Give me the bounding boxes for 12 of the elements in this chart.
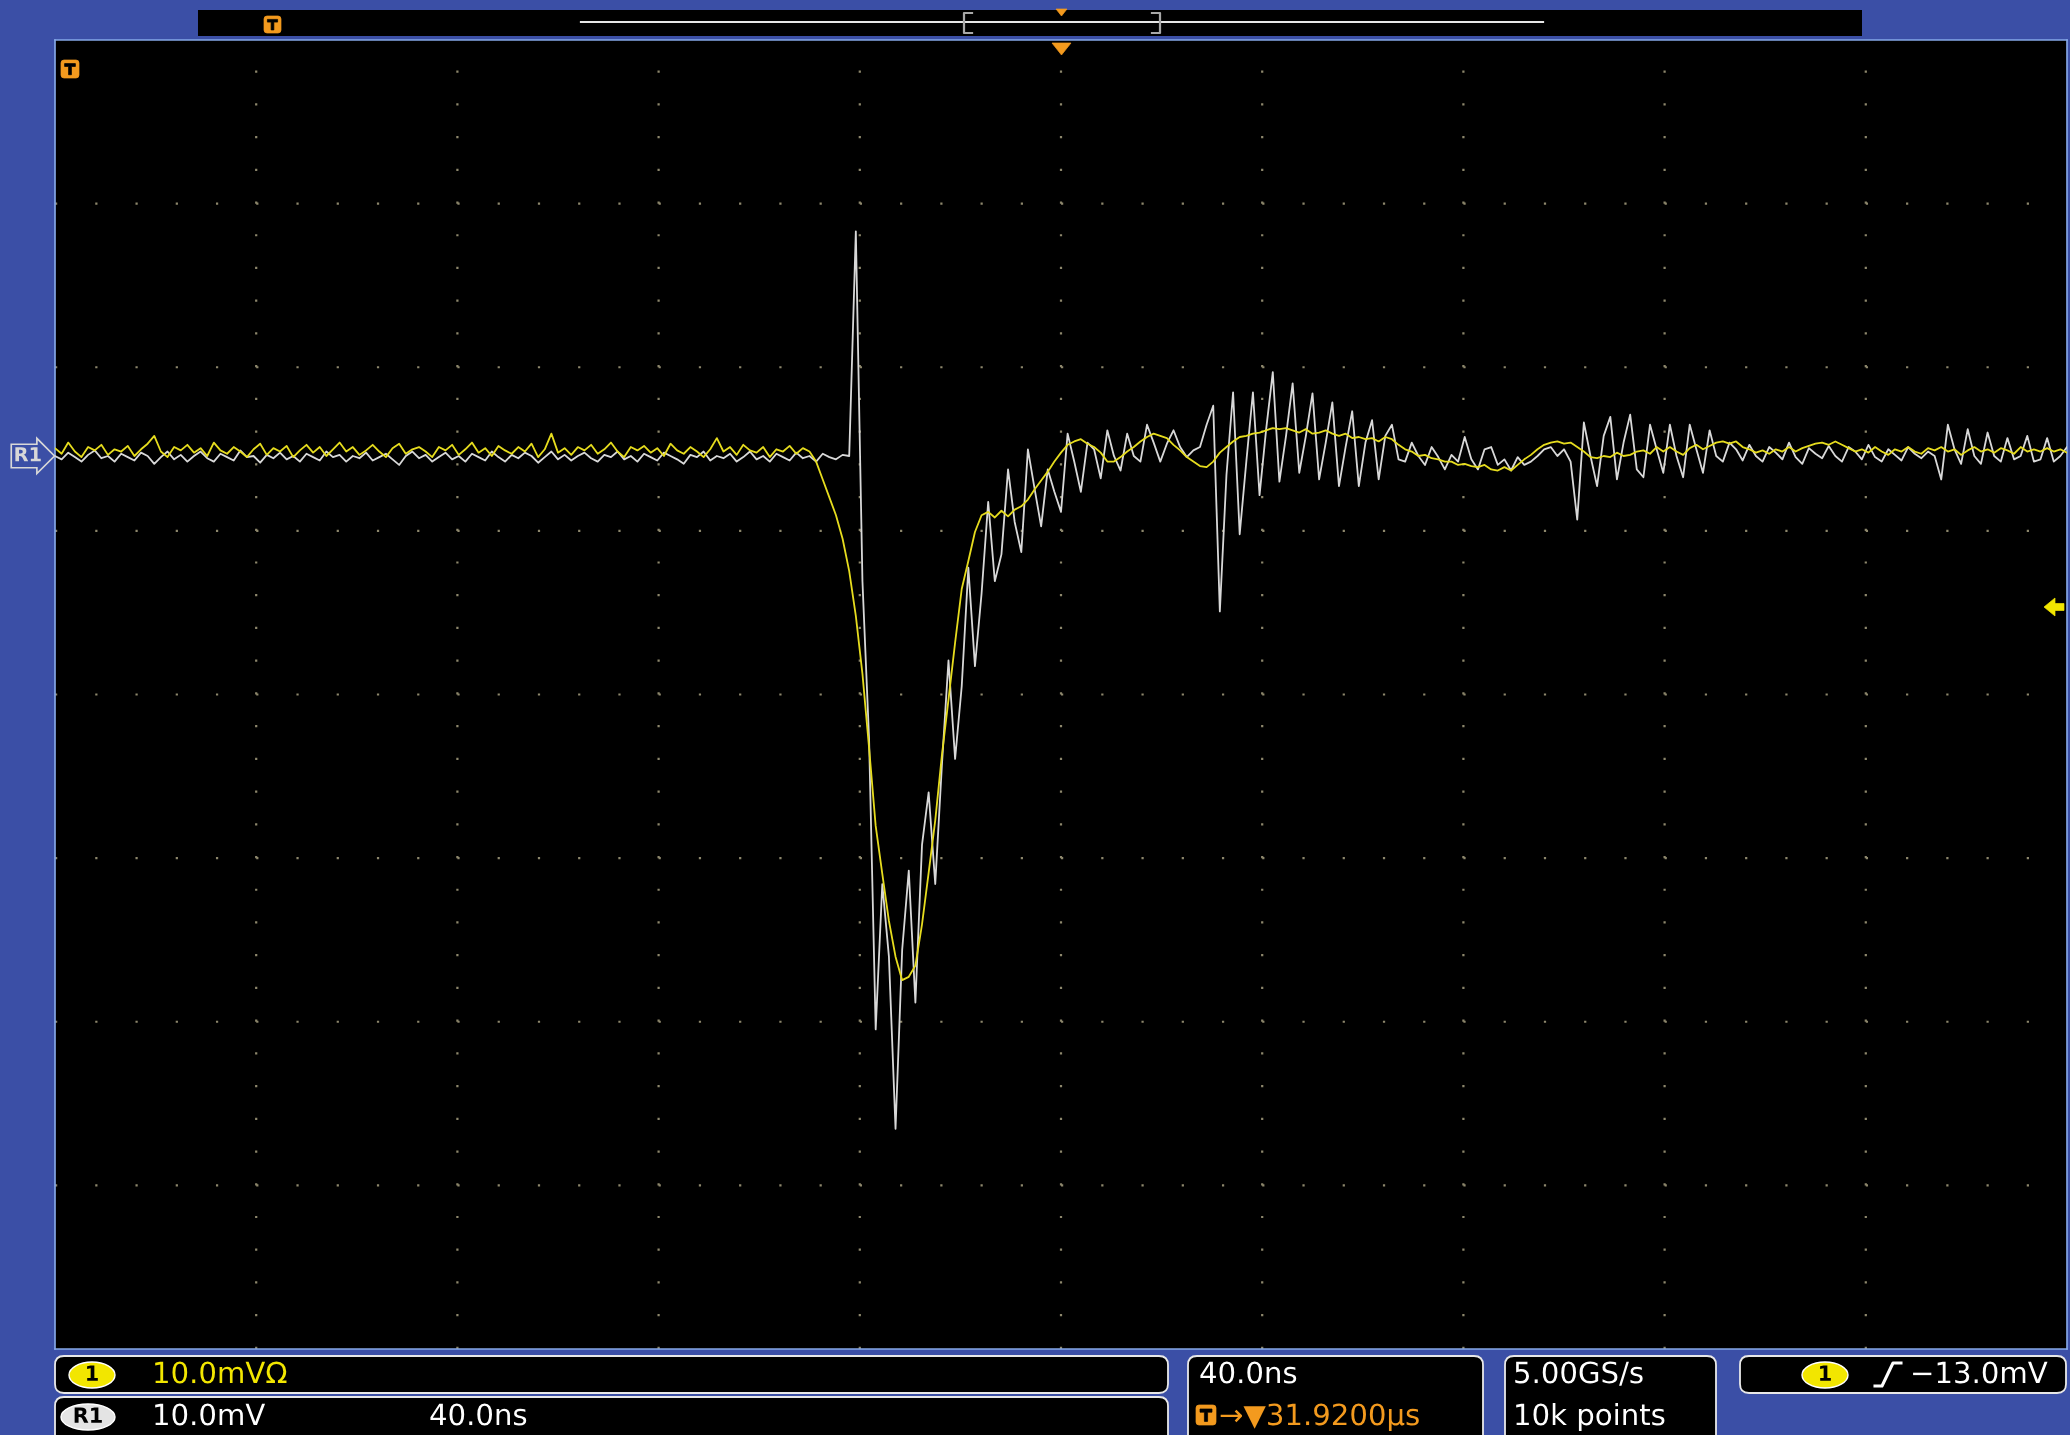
series-label: R1 bbox=[15, 447, 41, 462]
text: 40.0ns bbox=[1200, 1361, 1297, 1384]
text: →▼31.9200µs bbox=[1220, 1403, 1419, 1432]
text: 10.0mVΩ bbox=[155, 1361, 287, 1384]
text: 1 bbox=[87, 1365, 98, 1381]
text: R1 bbox=[74, 1407, 102, 1423]
text: 10.0mV bbox=[155, 1403, 266, 1426]
text: 1 bbox=[1820, 1365, 1831, 1381]
text: 5.00GS/s bbox=[1515, 1361, 1643, 1386]
text: −13.0mV bbox=[1913, 1361, 2048, 1384]
text: 40.0ns bbox=[430, 1403, 527, 1426]
text: 10k points bbox=[1516, 1402, 1665, 1432]
